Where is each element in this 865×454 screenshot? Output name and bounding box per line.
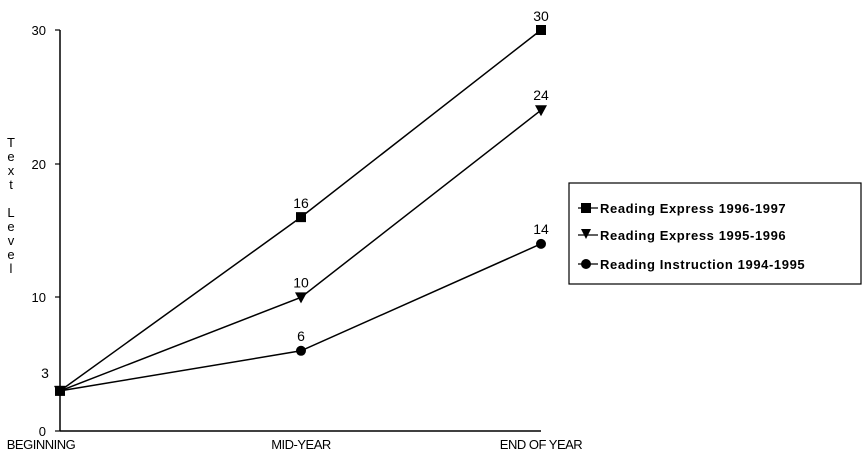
series-line-3 <box>59 243 542 392</box>
data-point-series-1 <box>296 212 306 223</box>
legend-square-marker-icon <box>581 203 591 213</box>
y-tick-label: 10 <box>32 290 46 305</box>
data-label: 16 <box>293 195 309 211</box>
x-tick-label: BEGINNING <box>7 437 76 452</box>
data-point-series-3 <box>55 385 65 396</box>
x-tick-label: END OF YEAR <box>500 437 583 452</box>
data-label: 10 <box>293 274 309 290</box>
legend-circle-marker-icon <box>581 259 591 269</box>
data-label: 3 <box>41 365 49 381</box>
legend-triangle-marker-icon <box>581 229 591 239</box>
data-label: 14 <box>533 221 549 237</box>
data-label: 6 <box>297 328 305 344</box>
data-label: 30 <box>533 8 549 24</box>
y-tick-label: 0 <box>39 424 46 439</box>
legend-label-series-3: Reading Instruction 1994-1995 <box>600 257 805 272</box>
y-tick-label: 20 <box>32 157 46 172</box>
legend-label-series-1: Reading Express 1996-1997 <box>600 201 786 216</box>
data-point-series-1 <box>536 25 546 35</box>
data-point-series-3 <box>536 238 546 249</box>
legend: Reading Express 1996-1997 Reading Expres… <box>568 182 862 285</box>
data-label: 24 <box>533 87 549 103</box>
data-point-series-3 <box>296 345 306 356</box>
series-layer: 16 30 10 24 3 6 14 <box>41 8 549 397</box>
data-point-series-2 <box>295 292 307 304</box>
x-tick-label: MID-YEAR <box>271 437 331 452</box>
data-point-series-2 <box>535 105 547 117</box>
y-tick-label: 30 <box>32 23 46 38</box>
legend-label-series-2: Reading Express 1995-1996 <box>600 228 786 243</box>
legend-box <box>568 182 862 285</box>
